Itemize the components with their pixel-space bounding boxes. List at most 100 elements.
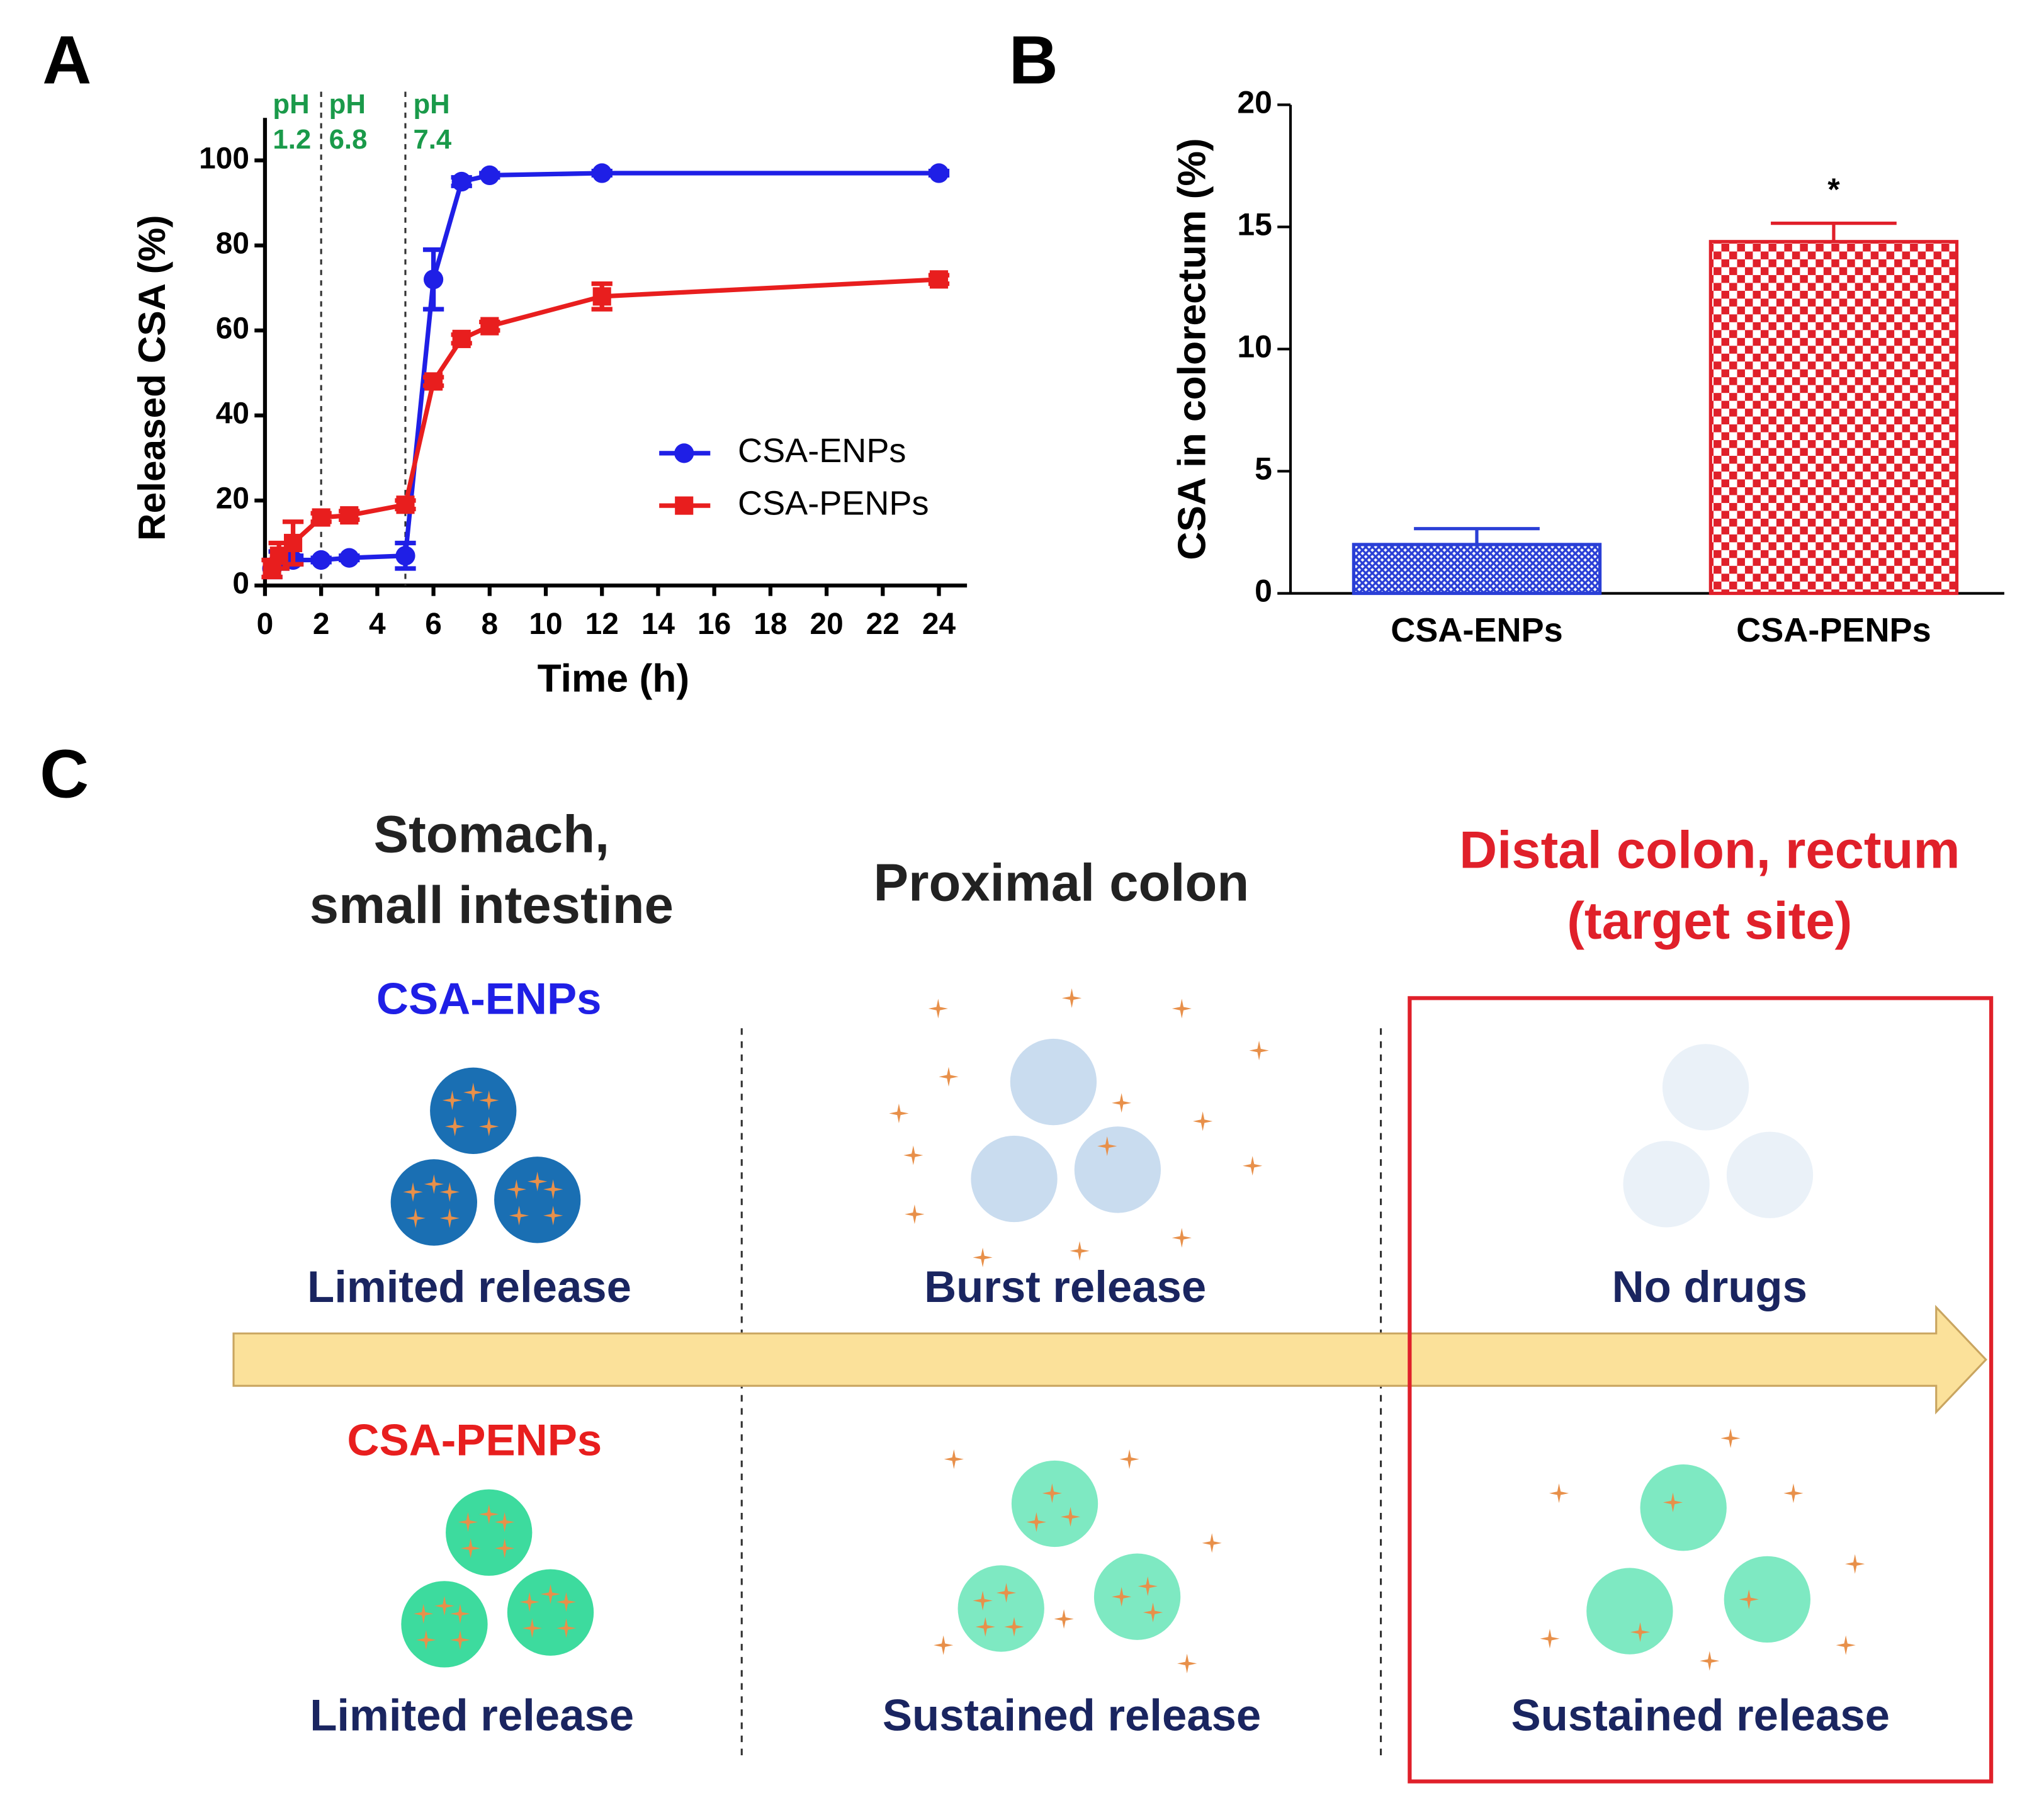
error-bar <box>1771 222 1897 242</box>
x-tick-label: 14 <box>641 608 675 641</box>
x-tick-label: 6 <box>425 608 442 641</box>
point <box>311 550 331 570</box>
nanoparticle <box>1724 1556 1810 1643</box>
x-tick-label: 0 <box>257 608 274 641</box>
drug-star <box>889 1103 909 1124</box>
column-title: small intestine <box>310 876 674 934</box>
target-box <box>1408 996 1994 1784</box>
column-title: Proximal colon <box>874 854 1250 912</box>
point <box>452 329 471 348</box>
drug-star <box>1193 1111 1213 1131</box>
drug-star <box>944 1449 964 1469</box>
nanoparticle <box>1640 1464 1727 1551</box>
point <box>929 163 949 183</box>
x-tick-label: 12 <box>585 608 619 641</box>
drug-star <box>1172 999 1192 1019</box>
bar <box>1708 240 1959 596</box>
x-tick-label: 24 <box>922 608 956 641</box>
x-tick-label: 10 <box>529 608 562 641</box>
drug-star <box>903 1145 923 1165</box>
y-tick-label: 15 <box>1237 207 1272 242</box>
y-tick-label: 0 <box>1255 574 1272 609</box>
point <box>424 372 443 391</box>
drug-star <box>939 1067 959 1087</box>
point <box>395 546 415 566</box>
ph-annotation: 7.4 <box>413 124 451 155</box>
x-tick-label: 20 <box>810 608 843 641</box>
y-axis-label: CSA in colorectum (%) <box>1171 138 1214 560</box>
nanoparticle <box>401 1581 488 1668</box>
ph-annotation: 6.8 <box>329 124 368 155</box>
nanoparticle <box>507 1569 594 1656</box>
drug-star <box>1836 1635 1856 1655</box>
x-tick-label: 18 <box>754 608 787 641</box>
nanoparticle <box>1586 1568 1673 1655</box>
drug-star <box>1070 1241 1090 1261</box>
point <box>480 317 499 336</box>
ph-annotation: pH <box>273 89 309 120</box>
legend-label: CSA-ENPs <box>738 432 906 470</box>
drug-star <box>928 999 948 1019</box>
drug-star <box>1720 1428 1741 1449</box>
column-title: (target site) <box>1567 891 1852 950</box>
drug-star <box>1119 1449 1139 1469</box>
release-label: Sustained release <box>883 1690 1261 1740</box>
nanoparticle <box>446 1489 533 1576</box>
drug-star <box>1700 1651 1720 1671</box>
release-label: Limited release <box>310 1690 634 1740</box>
drug-star <box>1061 988 1082 1008</box>
point <box>339 548 359 568</box>
nanoparticle <box>1010 1038 1097 1126</box>
nanoparticle <box>390 1159 477 1246</box>
nanoparticle <box>957 1565 1044 1652</box>
drug-star <box>1249 1040 1269 1061</box>
point <box>592 163 612 183</box>
y-axis-label: Released CSA (%) <box>130 215 173 541</box>
drug-star <box>1540 1629 1560 1649</box>
y-tick-label: 20 <box>1237 85 1272 120</box>
legend-marker <box>674 443 694 463</box>
y-tick-label: 0 <box>232 567 249 601</box>
release-label: No drugs <box>1612 1262 1807 1311</box>
nanoparticle <box>1623 1141 1710 1228</box>
panel-label: B <box>1009 22 1058 98</box>
nanoparticle <box>1662 1044 1749 1131</box>
point <box>592 287 611 306</box>
drug-star <box>1243 1156 1263 1176</box>
nanoparticle <box>430 1067 517 1154</box>
point <box>423 269 444 290</box>
column-title: Stomach, <box>374 805 610 864</box>
x-tick-label: 4 <box>369 608 386 641</box>
drug-star <box>1845 1554 1865 1574</box>
significance-mark: * <box>1827 172 1840 207</box>
point <box>283 533 303 553</box>
nanoparticle <box>494 1157 581 1243</box>
x-tick-label: CSA-PENPs <box>1736 611 1931 649</box>
series-line <box>269 277 939 570</box>
panel-label: C <box>40 736 89 812</box>
drug-star <box>1172 1228 1192 1248</box>
point <box>396 495 415 514</box>
y-tick-label: 10 <box>1237 329 1272 365</box>
panel-label: A <box>42 22 91 98</box>
release-label: Burst release <box>924 1262 1206 1311</box>
release-label: Limited release <box>307 1262 631 1311</box>
y-tick-label: 5 <box>1255 451 1272 487</box>
nanoparticle <box>1726 1131 1814 1218</box>
drug-star <box>905 1204 925 1225</box>
bar <box>1352 543 1602 596</box>
y-tick-label: 20 <box>216 482 249 516</box>
row-name: CSA-PENPs <box>347 1415 602 1464</box>
x-tick-label: 8 <box>481 608 498 641</box>
y-tick-label: 60 <box>216 312 249 346</box>
column-title: Distal colon, rectum <box>1459 821 1960 880</box>
drug-star <box>1549 1483 1569 1503</box>
nanoparticle <box>971 1135 1058 1223</box>
drug-star <box>934 1635 954 1655</box>
flow-arrow <box>232 1304 1987 1415</box>
legend-label: CSA-PENPs <box>738 484 929 522</box>
drug-star <box>1054 1609 1074 1629</box>
drug-star <box>1112 1093 1132 1113</box>
row-name: CSA-ENPs <box>376 973 602 1023</box>
